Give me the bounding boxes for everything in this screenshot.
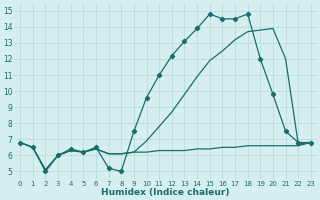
X-axis label: Humidex (Indice chaleur): Humidex (Indice chaleur) [101, 188, 230, 197]
